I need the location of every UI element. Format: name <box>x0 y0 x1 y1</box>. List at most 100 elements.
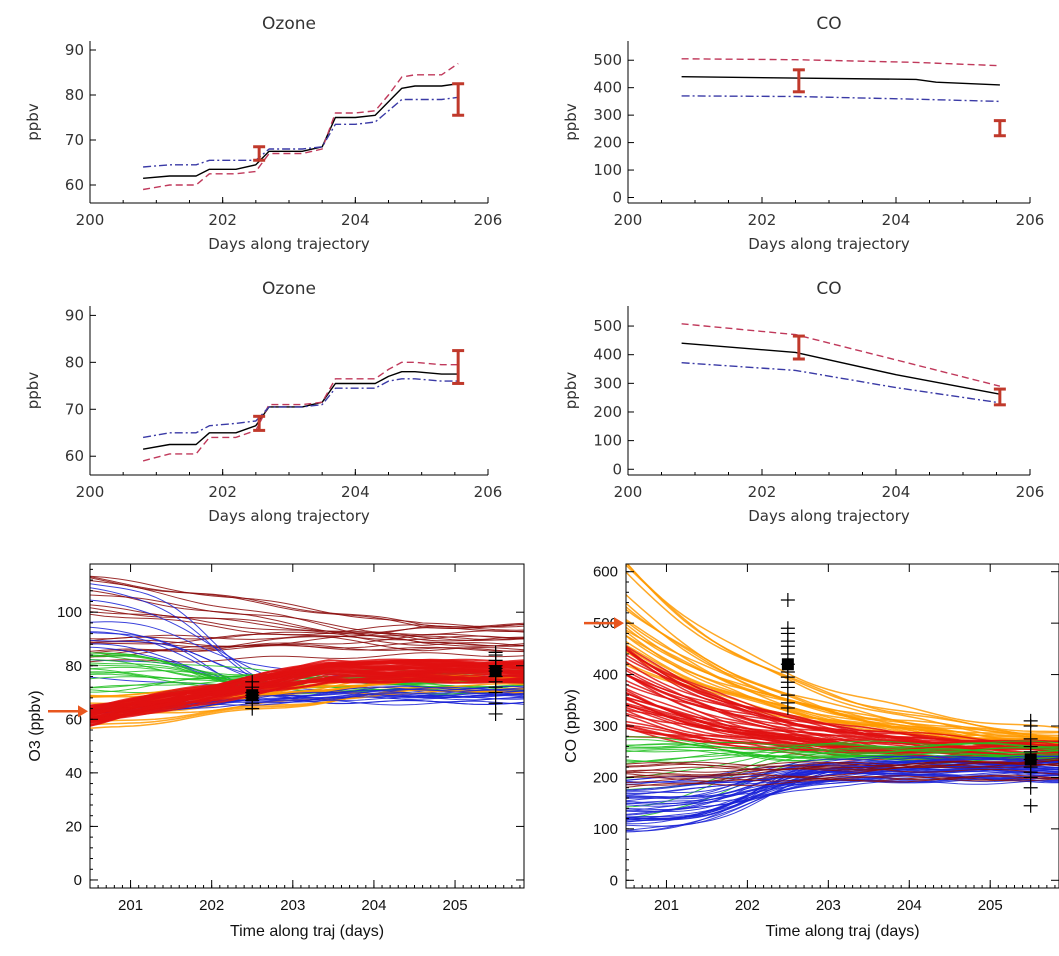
trajectory-line <box>90 611 524 647</box>
trajectory-line <box>90 594 524 639</box>
trajectory-line <box>90 658 524 716</box>
y-axis-label: ppbv <box>24 103 42 141</box>
y-tick-label: 40 <box>65 765 82 782</box>
y-tick-label: 500 <box>593 51 622 69</box>
x-tick-label: 202 <box>208 211 237 229</box>
x-tick-label: 202 <box>735 897 760 914</box>
trajectory-line <box>626 649 1059 749</box>
series-line-solid <box>681 76 1000 86</box>
series-line-dashdot <box>143 96 459 168</box>
observation-cross <box>1023 731 1038 746</box>
error-bar <box>993 119 1006 138</box>
trajectory-line <box>90 590 524 647</box>
observation-group <box>245 674 260 716</box>
observation-group <box>780 593 795 715</box>
x-tick-label: 200 <box>614 211 643 229</box>
y-tick-label: 80 <box>65 86 84 104</box>
y-axis-label: O3 (ppbv) <box>27 690 44 761</box>
observation-group <box>488 645 503 721</box>
x-tick-label: 204 <box>897 897 922 914</box>
x-axis-label: Days along trajectory <box>208 235 370 253</box>
y-tick-label: 70 <box>65 400 84 418</box>
plot-area <box>142 361 459 462</box>
trajectory-line <box>90 675 524 710</box>
error-bar <box>792 334 805 361</box>
x-axis-label: Time along traj (days) <box>230 923 384 940</box>
observation-group <box>1023 713 1038 813</box>
y-tick-label: 60 <box>65 176 84 194</box>
x-tick-label: 202 <box>199 897 224 914</box>
y-axis-label: ppbv <box>562 103 580 141</box>
x-tick-label: 200 <box>614 483 643 501</box>
plot-area <box>681 323 1001 404</box>
arrow-marker <box>48 705 88 718</box>
observation-cross <box>1023 798 1038 813</box>
y-tick-label: 0 <box>610 872 618 889</box>
error-bar <box>452 82 465 117</box>
x-tick-label: 204 <box>882 483 911 501</box>
trajectory-line <box>626 739 1059 754</box>
y-axis-label: ppbv <box>562 372 580 410</box>
trajectory-bundle <box>90 658 524 727</box>
chart-title: Ozone <box>262 14 316 34</box>
trajectory-line <box>90 669 524 719</box>
trajectory-line <box>626 761 1059 767</box>
trajectory-line <box>626 736 1059 758</box>
x-tick-label: 200 <box>76 483 105 501</box>
x-tick-label: 205 <box>978 897 1003 914</box>
y-tick-label: 100 <box>57 604 82 621</box>
trajectory-line <box>90 587 524 703</box>
y-tick-label: 80 <box>65 353 84 371</box>
chart-panel-4: CO 200 202 204 206 0 100 200 300 400 500 Days along… <box>562 279 1044 525</box>
trajectory-line <box>626 761 1059 823</box>
y-tick-label: 500 <box>593 317 622 335</box>
trajectory-bundle <box>626 758 1059 788</box>
x-tick-label: 200 <box>76 211 105 229</box>
trajectory-line <box>626 743 1059 779</box>
y-tick-label: 200 <box>593 769 618 786</box>
y-axis-label: CO (ppbv) <box>563 689 580 763</box>
chart-panel-5: 201 202 203 204 205 0 20 40 60 80 100 Time along tr… <box>27 563 525 940</box>
x-axis-label: Days along trajectory <box>748 235 910 253</box>
y-tick-label: 200 <box>593 134 622 152</box>
observation-cross <box>488 645 503 660</box>
y-tick-label: 400 <box>593 79 622 97</box>
x-axis-label: Days along trajectory <box>208 507 370 525</box>
trajectory-line <box>626 746 1059 762</box>
chart-title: CO <box>816 14 841 34</box>
plot-area <box>681 58 1000 103</box>
chart-panel-1: Ozone 200 202 204 206 60 70 80 90 Days along traj… <box>24 14 502 253</box>
error-bar <box>452 349 465 385</box>
x-tick-label: 206 <box>474 483 503 501</box>
error-bar <box>253 414 266 432</box>
x-tick-label: 203 <box>816 897 841 914</box>
chart-title: CO <box>816 279 841 299</box>
x-tick-label: 204 <box>341 483 370 501</box>
series-line-dashed <box>681 58 1000 67</box>
y-tick-label: 60 <box>65 711 82 728</box>
y-tick-label: 80 <box>65 658 82 675</box>
y-tick-label: 300 <box>593 718 618 735</box>
y-tick-label: 60 <box>65 447 84 465</box>
trajectory-line <box>90 630 524 658</box>
x-tick-label: 206 <box>1016 211 1045 229</box>
observation-cross <box>780 593 795 607</box>
y-axis-label: ppbv <box>24 372 42 410</box>
chart-panel-3: Ozone 200 202 204 206 60 70 80 90 Days along traj… <box>24 279 502 525</box>
y-tick-label: 90 <box>65 41 84 59</box>
trajectory-line <box>626 634 1059 734</box>
trajectory-line <box>90 576 524 628</box>
trajectory-line <box>626 673 1059 748</box>
arrow-marker <box>584 617 624 630</box>
y-tick-label: 0 <box>612 460 622 478</box>
x-tick-label: 202 <box>748 483 777 501</box>
series-line-dashdot <box>142 378 459 439</box>
chart-title: Ozone <box>262 279 316 299</box>
series-line-solid <box>143 83 459 179</box>
observation-median-square <box>246 689 259 702</box>
observation-cross <box>1023 713 1038 728</box>
y-tick-label: 200 <box>593 403 622 421</box>
observation-median-square <box>489 665 502 678</box>
